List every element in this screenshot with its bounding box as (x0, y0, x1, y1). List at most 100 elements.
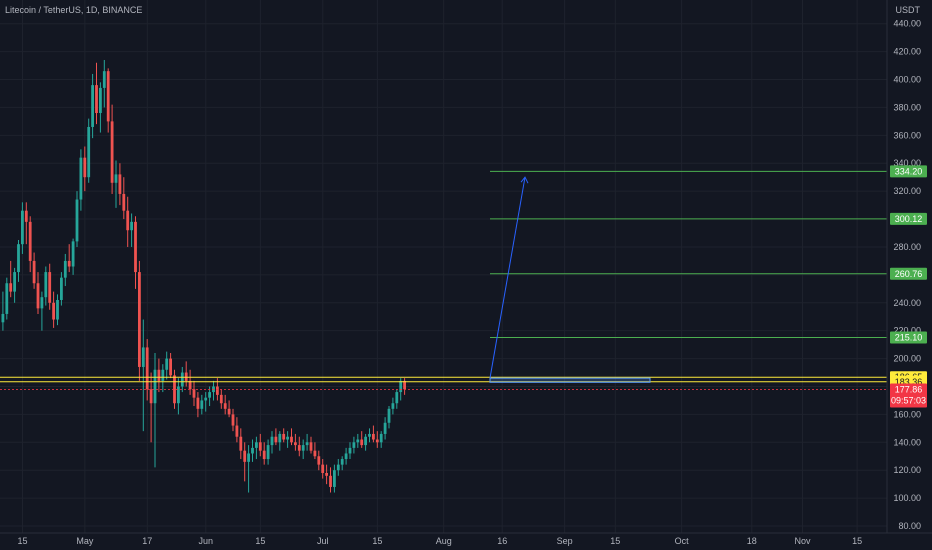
x-tick-label: 15 (610, 536, 620, 546)
candle-body (200, 400, 204, 409)
candle-body (122, 193, 126, 211)
y-tick-label: 120.00 (893, 465, 921, 475)
candle-body (313, 450, 317, 457)
range-box (489, 377, 651, 383)
candle-body (165, 358, 169, 370)
candle-body (270, 436, 274, 446)
x-tick-label: 16 (497, 536, 507, 546)
y-tick-label: 140.00 (893, 437, 921, 447)
candle-body (173, 375, 176, 404)
candle-body (309, 442, 313, 451)
candle-body (48, 272, 52, 303)
candle-body (5, 283, 9, 314)
x-tick-label: 15 (255, 536, 265, 546)
x-tick-label: Nov (794, 536, 811, 546)
x-tick-label: 15 (372, 536, 382, 546)
current-price-label: 177.86 (895, 384, 923, 394)
candle-body (106, 71, 110, 122)
x-tick-label: 15 (17, 536, 27, 546)
x-tick-label: Sep (557, 536, 573, 546)
candle-body (364, 436, 367, 446)
candle-body (321, 464, 325, 474)
candle-body (278, 433, 282, 443)
candle-body (391, 403, 395, 409)
time-axis[interactable]: 15 May 17 Jun 15 Jul 15 Aug 16 Sep 15 Oct 18 Nov 15 (17, 536, 862, 546)
candle-body (383, 422, 387, 434)
candle-body (344, 453, 348, 460)
y-tick-label: 100.00 (893, 493, 921, 503)
candle-body (153, 369, 157, 404)
y-tick-label: 440.00 (893, 19, 921, 29)
y-tick-label: 280.00 (893, 242, 921, 252)
candle-body (247, 453, 250, 462)
candle-body (114, 174, 118, 183)
candle-body (44, 272, 48, 298)
candle-body (13, 272, 16, 292)
x-tick-label: 17 (142, 536, 152, 546)
candle-body (219, 394, 223, 404)
candle-body (375, 439, 379, 443)
y-tick-label: 400.00 (893, 75, 921, 85)
projection-arrow-head (520, 176, 529, 184)
candle-body (216, 386, 219, 395)
projection-arrow-line (489, 177, 526, 379)
candle-body (340, 459, 344, 465)
candle-body (294, 442, 297, 446)
candle-body (21, 210, 24, 245)
candle-body (290, 436, 293, 443)
current-price-tag (890, 383, 927, 408)
x-tick-label: 18 (747, 536, 757, 546)
candle-body (356, 439, 360, 443)
x-tick-label: Aug (436, 536, 452, 546)
y-tick-label: 220.00 (893, 326, 921, 336)
candle-body (227, 408, 231, 415)
candle-body (196, 397, 200, 409)
candle-body (40, 297, 44, 309)
candle-body (192, 389, 196, 398)
price-tag (890, 267, 927, 280)
candle-body (297, 445, 301, 451)
candle-body (403, 380, 406, 390)
candle-body (352, 442, 356, 448)
x-tick-label: 15 (852, 536, 862, 546)
price-tag (890, 331, 927, 344)
candle-body (130, 221, 133, 231)
y-tick-label: 320.00 (893, 186, 921, 196)
candle-body (399, 380, 403, 393)
candle-body (208, 392, 211, 398)
horizontal-levels (0, 170, 887, 390)
candle-body (333, 470, 336, 487)
candle-body (56, 299, 59, 320)
candle-body (169, 358, 172, 376)
candle-body (145, 347, 149, 390)
symbol-title[interactable]: Litecoin / TetherUS, 1D, BINANCE (5, 5, 143, 15)
candle-body (255, 442, 258, 448)
candle-body (9, 283, 13, 292)
candle-body (102, 71, 106, 88)
candle-body (387, 408, 391, 423)
candle-body (188, 380, 192, 390)
candle-body (180, 372, 184, 387)
drawing-annotations (489, 176, 651, 383)
candle-body (262, 450, 266, 460)
candle-body (286, 436, 289, 440)
candle-body (126, 210, 130, 231)
candle-body (239, 436, 243, 451)
candle-body (258, 442, 262, 451)
candle-body (32, 260, 36, 284)
candle-body (60, 277, 63, 300)
candle-body (348, 447, 352, 454)
y-tick-label: 420.00 (893, 47, 921, 57)
candle-body (301, 445, 305, 451)
price-tags: 334.20300.12260.76215.10186.65183.36177.… (890, 165, 927, 408)
price-tag (890, 165, 927, 178)
candle-body (87, 126, 91, 178)
price-tag-label: 183.36 (895, 377, 923, 387)
candle-body (134, 221, 137, 273)
candle-body (251, 447, 254, 454)
candle-body (368, 433, 371, 437)
y-tick-label: 200.00 (893, 354, 921, 364)
y-tick-label: 80.00 (898, 521, 921, 531)
candle-body (138, 272, 141, 367)
